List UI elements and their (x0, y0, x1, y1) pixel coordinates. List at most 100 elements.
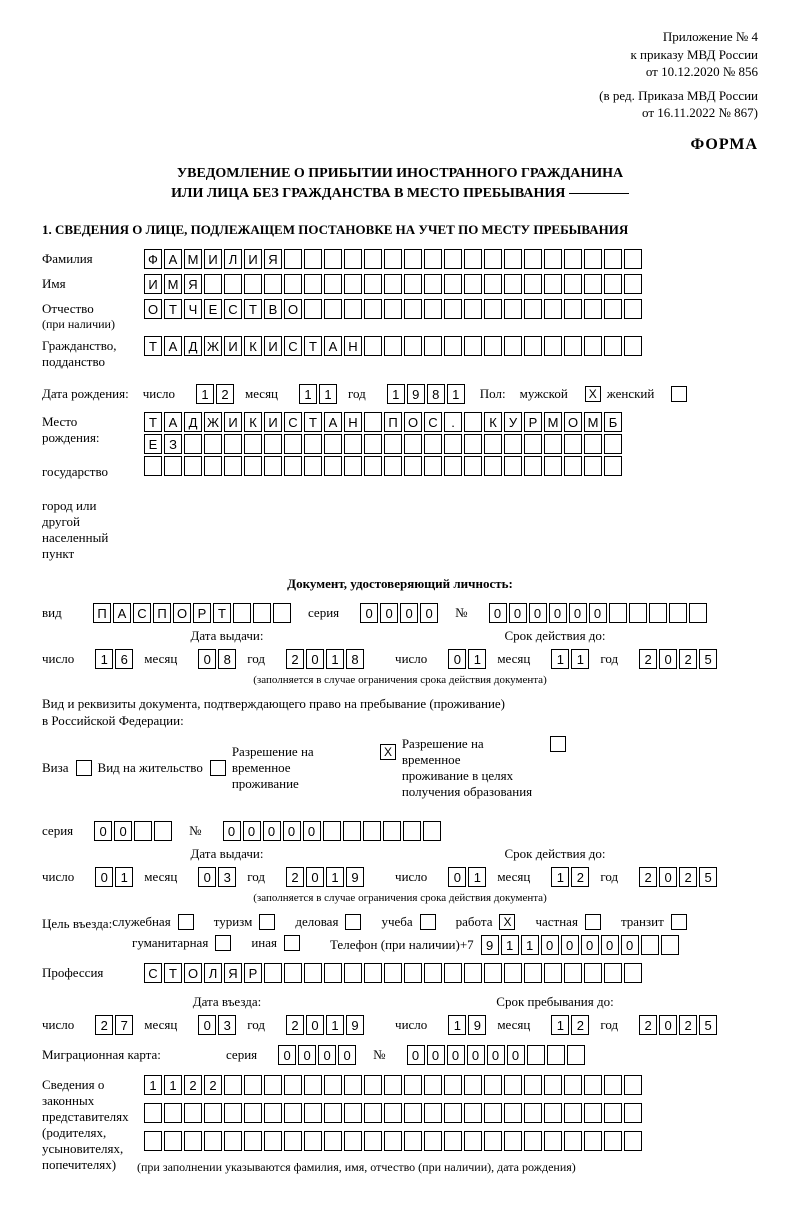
legal-reps-row3-boxes[interactable] (143, 1130, 643, 1152)
legal-reps-row1-boxes-cell-5[interactable] (244, 1075, 262, 1095)
legal-reps-row3-boxes-cell-23[interactable] (604, 1131, 622, 1151)
birthplace-row2-boxes-cell-15[interactable] (444, 434, 462, 454)
name-boxes-cell-16[interactable] (464, 274, 482, 294)
identity-expiry-day-boxes-cell-1[interactable]: 1 (468, 649, 486, 669)
citizenship-boxes-cell-7[interactable]: С (284, 336, 302, 356)
identity-issue-year-boxes-cell-3[interactable]: 8 (346, 649, 364, 669)
identity-number-boxes-cell-2[interactable]: 0 (529, 603, 547, 623)
birth-month-boxes-cell-1[interactable]: 1 (319, 384, 337, 404)
birthplace-row2-boxes-cell-3[interactable] (204, 434, 222, 454)
birthplace-row1-boxes-cell-3[interactable]: Ж (204, 412, 222, 432)
residence-expiry-year-boxes-cell-2[interactable]: 2 (679, 867, 697, 887)
legal-reps-row1-boxes-cell-19[interactable] (524, 1075, 542, 1095)
purpose-option-0-checkbox[interactable] (178, 914, 194, 930)
patronymic-boxes-cell-2[interactable]: Ч (184, 299, 202, 319)
surname-boxes-cell-0[interactable]: Ф (144, 249, 162, 269)
legal-reps-row3-boxes-cell-14[interactable] (424, 1131, 442, 1151)
legal-reps-row3-boxes-cell-22[interactable] (584, 1131, 602, 1151)
name-boxes-cell-15[interactable] (444, 274, 462, 294)
birthplace-row3-boxes-cell-18[interactable] (504, 456, 522, 476)
legal-reps-row1-boxes-cell-8[interactable] (304, 1075, 322, 1095)
entry-month-boxes-cell-1[interactable]: 3 (218, 1015, 236, 1035)
birthplace-row2-boxes-cell-13[interactable] (404, 434, 422, 454)
birth-year-boxes-cell-0[interactable]: 1 (387, 384, 405, 404)
legal-reps-row2-boxes-cell-10[interactable] (344, 1103, 362, 1123)
entry-stay-month-boxes-cell-0[interactable]: 1 (551, 1015, 569, 1035)
legal-reps-row1-boxes-cell-20[interactable] (544, 1075, 562, 1095)
legal-reps-row1-boxes-cell-13[interactable] (404, 1075, 422, 1095)
identity-type-boxes-cell-8[interactable] (253, 603, 271, 623)
entry-year-boxes-cell-3[interactable]: 9 (346, 1015, 364, 1035)
purpose-option-5-checkbox[interactable] (585, 914, 601, 930)
name-boxes-cell-11[interactable] (364, 274, 382, 294)
identity-issue-day-boxes-cell-1[interactable]: 6 (115, 649, 133, 669)
birthplace-row1-boxes-cell-7[interactable]: С (284, 412, 302, 432)
birthplace-row3-boxes-cell-10[interactable] (344, 456, 362, 476)
residence-number-boxes-cell-9[interactable] (403, 821, 421, 841)
profession-boxes-cell-6[interactable] (264, 963, 282, 983)
name-boxes-cell-1[interactable]: М (164, 274, 182, 294)
citizenship-boxes-cell-10[interactable]: Н (344, 336, 362, 356)
profession-boxes-cell-21[interactable] (564, 963, 582, 983)
patronymic-boxes-cell-10[interactable] (344, 299, 362, 319)
legal-reps-row1-boxes-cell-10[interactable] (344, 1075, 362, 1095)
birthplace-row2-boxes-cell-18[interactable] (504, 434, 522, 454)
birthplace-row1-boxes-cell-16[interactable] (464, 412, 482, 432)
profession-boxes-cell-7[interactable] (284, 963, 302, 983)
identity-issue-month-boxes-cell-0[interactable]: 0 (198, 649, 216, 669)
birthplace-row1-boxes-cell-21[interactable]: О (564, 412, 582, 432)
legal-reps-row1-boxes-cell-18[interactable] (504, 1075, 522, 1095)
birth-year-boxes-cell-1[interactable]: 9 (407, 384, 425, 404)
citizenship-boxes-cell-14[interactable] (424, 336, 442, 356)
birthplace-row3-boxes-cell-21[interactable] (564, 456, 582, 476)
patronymic-boxes-cell-17[interactable] (484, 299, 502, 319)
surname-boxes-cell-22[interactable] (584, 249, 602, 269)
legal-reps-row2-boxes-cell-3[interactable] (204, 1103, 222, 1123)
legal-reps-row2-boxes-cell-9[interactable] (324, 1103, 342, 1123)
residence-expiry-year-boxes-cell-3[interactable]: 5 (699, 867, 717, 887)
citizenship-boxes-cell-19[interactable] (524, 336, 542, 356)
identity-series-boxes-cell-0[interactable]: 0 (360, 603, 378, 623)
citizenship-boxes-cell-18[interactable] (504, 336, 522, 356)
birthplace-row2-boxes-cell-21[interactable] (564, 434, 582, 454)
legal-reps-row1-boxes-cell-14[interactable] (424, 1075, 442, 1095)
citizenship-boxes-cell-0[interactable]: Т (144, 336, 162, 356)
name-boxes-cell-2[interactable]: Я (184, 274, 202, 294)
legal-reps-row2-boxes-cell-22[interactable] (584, 1103, 602, 1123)
migration-series-boxes-cell-2[interactable]: 0 (318, 1045, 336, 1065)
profession-boxes-cell-22[interactable] (584, 963, 602, 983)
birthplace-row1-boxes-cell-20[interactable]: М (544, 412, 562, 432)
legal-reps-row1-boxes-cell-4[interactable] (224, 1075, 242, 1095)
name-boxes-cell-12[interactable] (384, 274, 402, 294)
migration-number-boxes-cell-3[interactable]: 0 (467, 1045, 485, 1065)
name-boxes-cell-5[interactable] (244, 274, 262, 294)
birthplace-row3-boxes-cell-15[interactable] (444, 456, 462, 476)
residence-series-boxes-cell-2[interactable] (134, 821, 152, 841)
profession-boxes-cell-2[interactable]: О (184, 963, 202, 983)
profession-boxes-cell-23[interactable] (604, 963, 622, 983)
residence-number-boxes-cell-2[interactable]: 0 (263, 821, 281, 841)
name-boxes-cell-7[interactable] (284, 274, 302, 294)
legal-reps-row2-boxes-cell-13[interactable] (404, 1103, 422, 1123)
residence-issue-year-boxes-cell-1[interactable]: 0 (306, 867, 324, 887)
surname-boxes-cell-20[interactable] (544, 249, 562, 269)
patronymic-boxes-cell-14[interactable] (424, 299, 442, 319)
residence-option-1-checkbox[interactable] (210, 760, 226, 776)
legal-reps-row3-boxes-cell-18[interactable] (504, 1131, 522, 1151)
legal-reps-row1-boxes-cell-21[interactable] (564, 1075, 582, 1095)
legal-reps-row2-boxes-cell-16[interactable] (464, 1103, 482, 1123)
entry-stay-year-boxes-cell-3[interactable]: 5 (699, 1015, 717, 1035)
birthplace-row2-boxes-cell-8[interactable] (304, 434, 322, 454)
profession-boxes-cell-24[interactable] (624, 963, 642, 983)
profession-boxes-cell-5[interactable]: Р (244, 963, 262, 983)
citizenship-boxes-cell-12[interactable] (384, 336, 402, 356)
birth-day-boxes-cell-0[interactable]: 1 (196, 384, 214, 404)
legal-reps-row1-boxes-cell-2[interactable]: 2 (184, 1075, 202, 1095)
legal-reps-row3-boxes-cell-19[interactable] (524, 1131, 542, 1151)
migration-number-boxes-cell-8[interactable] (567, 1045, 585, 1065)
